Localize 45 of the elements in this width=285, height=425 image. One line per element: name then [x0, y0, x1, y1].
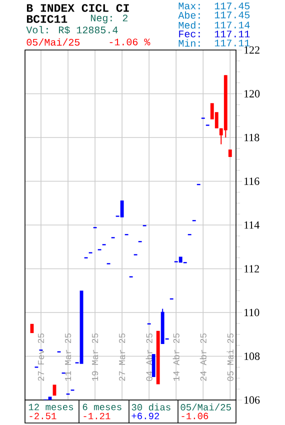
- text: -2.51: [30, 412, 56, 420]
- text: Vol: R$ 12885.4: [26, 26, 118, 34]
- candlestick: [120, 200, 124, 218]
- text: 117.45: [214, 2, 250, 10]
- candlestick: [48, 396, 52, 400]
- text: 05/Mai/25: [26, 38, 80, 46]
- x-tick-label: 24 Abr 25: [200, 333, 206, 381]
- text: Neg: 2: [90, 14, 128, 24]
- candlestick: [156, 330, 160, 384]
- text: 12 meses: [28, 404, 74, 410]
- x-tick-label: 11 Mar 25: [64, 333, 72, 381]
- candlestick: [228, 150, 232, 157]
- text: -1.06: [182, 412, 208, 420]
- candlestick: [152, 354, 156, 378]
- text: 30 dias: [132, 403, 170, 411]
- text: 117.45: [214, 12, 250, 18]
- y-tick-label: 110: [244, 308, 260, 316]
- text: 117.14: [214, 22, 250, 28]
- y-tick-label: 120: [244, 90, 260, 98]
- x-tick-label: 27 Mar 25: [119, 333, 126, 381]
- text: -1.06 %: [110, 38, 150, 46]
- y-tick-label: 116: [244, 178, 260, 185]
- text: -1.21: [84, 412, 110, 420]
- x-tick-label: 19 Mar 25: [92, 333, 98, 381]
- text: Min:: [178, 39, 200, 47]
- text: Med:: [178, 21, 200, 29]
- text: +6.92: [132, 412, 160, 420]
- y-tick-label: 114: [244, 221, 260, 229]
- text: 117.11: [214, 30, 250, 38]
- x-tick-label: 27 Fev 25: [38, 333, 44, 381]
- y-tick-label: 118: [244, 134, 260, 142]
- text: Max:: [178, 2, 200, 10]
- x-tick-label: 14 Abr 25: [172, 333, 180, 381]
- y-tick-label: 112: [244, 265, 260, 272]
- x-tick-label: 05 Mai 25: [226, 333, 234, 381]
- text: Abe:: [178, 11, 200, 19]
- text: 05/Mai/25: [180, 404, 231, 410]
- text: 6 meses: [82, 404, 122, 410]
- chart-subtitle: BCIC11: [26, 15, 68, 23]
- y-tick-label: 106: [244, 396, 260, 404]
- chart-title: B INDEX CICL CI: [26, 4, 129, 12]
- text: 117.11: [214, 40, 250, 46]
- text: Fec:: [179, 30, 200, 38]
- y-tick-label: 122: [244, 46, 260, 54]
- y-tick-label: 108: [244, 352, 260, 360]
